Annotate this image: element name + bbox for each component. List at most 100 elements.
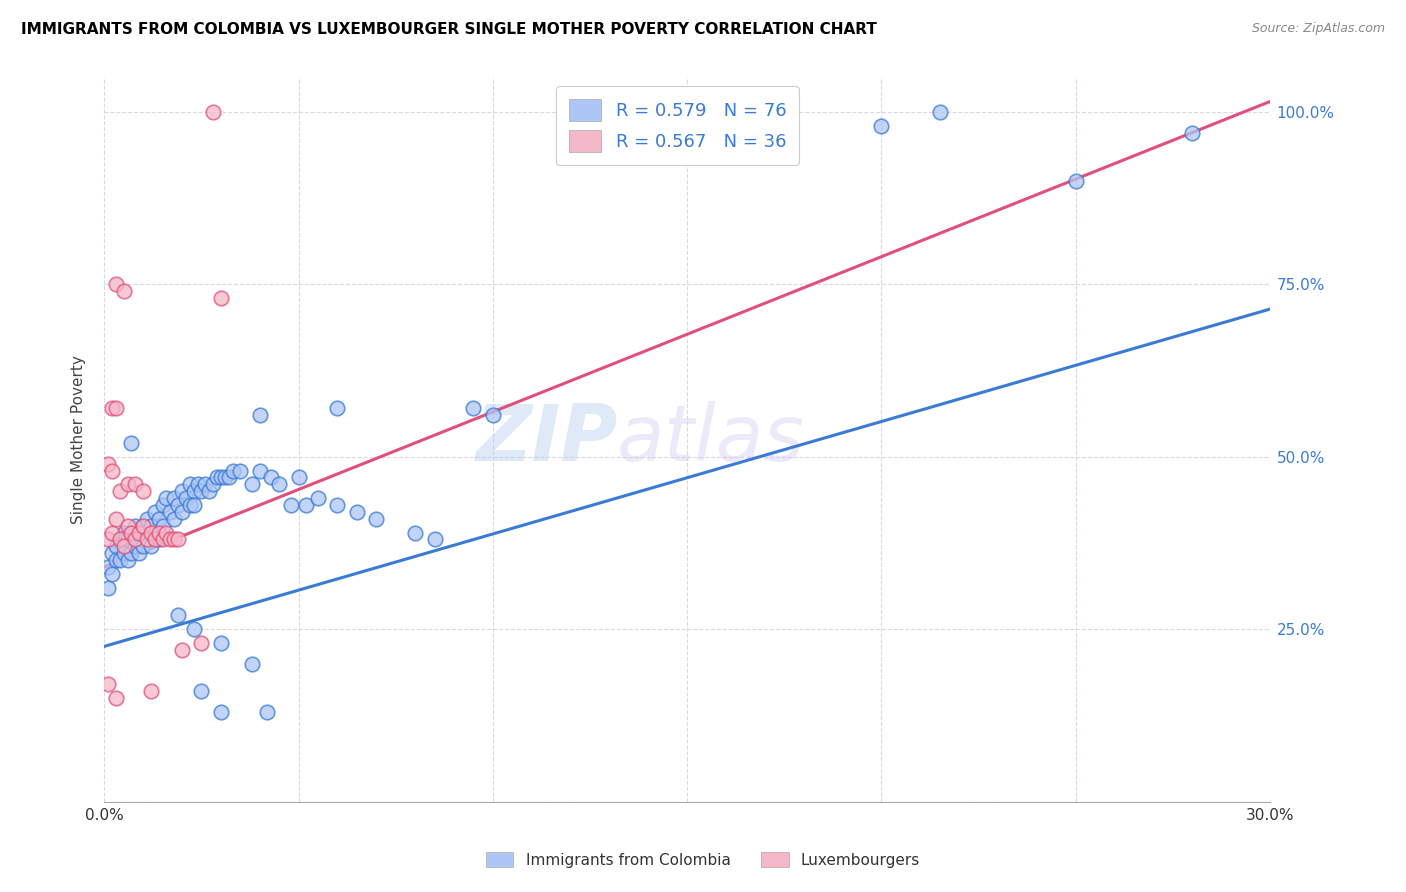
Point: [170, 484, 193, 499]
Point: [108, 484, 131, 499]
Point: [240, 477, 263, 491]
Point: [108, 533, 131, 547]
Point: [295, 498, 318, 512]
Point: [104, 512, 127, 526]
Point: [143, 533, 166, 547]
Point: [198, 484, 221, 499]
Point: [97, 677, 120, 691]
Point: [249, 463, 271, 477]
Point: [112, 525, 135, 540]
Point: [183, 484, 205, 499]
Point: [280, 498, 302, 512]
Point: [1064, 174, 1087, 188]
Point: [97, 560, 120, 574]
Point: [186, 477, 208, 491]
Point: [256, 705, 278, 719]
Point: [423, 533, 446, 547]
Point: [121, 525, 143, 540]
Point: [121, 525, 143, 540]
Text: IMMIGRANTS FROM COLOMBIA VS LUXEMBOURGER SINGLE MOTHER POVERTY CORRELATION CHART: IMMIGRANTS FROM COLOMBIA VS LUXEMBOURGER…: [21, 22, 877, 37]
Point: [97, 581, 120, 595]
Point: [101, 463, 124, 477]
Point: [163, 533, 186, 547]
Point: [148, 512, 170, 526]
Point: [287, 470, 309, 484]
Point: [209, 705, 232, 719]
Point: [104, 277, 127, 292]
Point: [167, 608, 190, 623]
Point: [139, 525, 162, 540]
Point: [229, 463, 252, 477]
Point: [463, 401, 485, 416]
Point: [218, 470, 240, 484]
Point: [152, 518, 174, 533]
Point: [183, 498, 205, 512]
Legend: R = 0.579   N = 76, R = 0.567   N = 36: R = 0.579 N = 76, R = 0.567 N = 36: [557, 87, 799, 165]
Point: [209, 470, 232, 484]
Point: [190, 484, 212, 499]
Point: [139, 684, 162, 698]
Point: [148, 525, 170, 540]
Point: [307, 491, 329, 505]
Point: [170, 642, 193, 657]
Point: [117, 533, 139, 547]
Point: [132, 518, 155, 533]
Point: [167, 533, 190, 547]
Point: [190, 636, 212, 650]
Point: [112, 284, 135, 298]
Point: [205, 470, 228, 484]
Point: [124, 540, 146, 554]
Point: [214, 470, 236, 484]
Point: [190, 684, 212, 698]
Point: [366, 512, 388, 526]
Point: [326, 498, 349, 512]
Legend: Immigrants from Colombia, Luxembourgers: Immigrants from Colombia, Luxembourgers: [478, 844, 928, 875]
Point: [97, 457, 120, 471]
Point: [97, 533, 120, 547]
Point: [269, 477, 291, 491]
Point: [132, 518, 155, 533]
Point: [179, 498, 201, 512]
Y-axis label: Single Mother Poverty: Single Mother Poverty: [72, 355, 86, 524]
Point: [170, 505, 193, 519]
Point: [104, 553, 127, 567]
Point: [346, 505, 368, 519]
Point: [117, 518, 139, 533]
Point: [124, 533, 146, 547]
Point: [209, 291, 232, 305]
Point: [101, 566, 124, 581]
Point: [136, 533, 159, 547]
Point: [101, 546, 124, 560]
Point: [404, 525, 426, 540]
Point: [163, 512, 186, 526]
Point: [221, 463, 243, 477]
Text: atlas: atlas: [617, 401, 806, 477]
Point: [152, 533, 174, 547]
Point: [112, 546, 135, 560]
Point: [132, 540, 155, 554]
Point: [121, 436, 143, 450]
Point: [326, 401, 349, 416]
Point: [194, 477, 217, 491]
Point: [179, 477, 201, 491]
Text: Source: ZipAtlas.com: Source: ZipAtlas.com: [1251, 22, 1385, 36]
Point: [202, 477, 225, 491]
Point: [128, 525, 150, 540]
Point: [117, 553, 139, 567]
Point: [260, 470, 283, 484]
Point: [108, 553, 131, 567]
Point: [117, 477, 139, 491]
Point: [870, 119, 893, 133]
Point: [136, 512, 159, 526]
Point: [101, 401, 124, 416]
Point: [104, 691, 127, 706]
Point: [249, 409, 271, 423]
Point: [202, 104, 225, 119]
Point: [112, 540, 135, 554]
Point: [101, 525, 124, 540]
Point: [143, 505, 166, 519]
Point: [155, 491, 177, 505]
Point: [159, 533, 181, 547]
Point: [132, 484, 155, 499]
Point: [128, 546, 150, 560]
